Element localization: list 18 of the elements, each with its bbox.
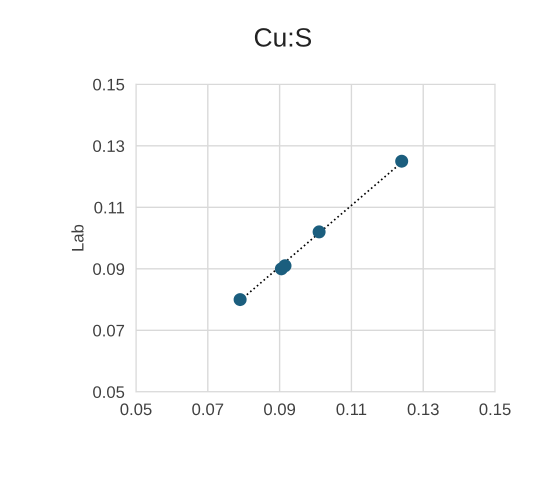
point [234, 293, 247, 306]
point [395, 154, 408, 168]
point [312, 225, 326, 238]
x-tick-label: 0.11 [336, 403, 366, 416]
y-tick-label: 0.09 [93, 263, 124, 276]
y-tick-label: 0.05 [93, 386, 124, 398]
x-tick-label: 0.07 [192, 403, 224, 416]
y-tick-label: 0.07 [93, 324, 124, 337]
x-tick-label: 0.15 [479, 403, 511, 416]
y-tick-label: 0.15 [93, 78, 124, 91]
point [278, 259, 292, 272]
y-axis-title: Lab [71, 224, 84, 251]
x-tick-label: 0.09 [264, 403, 296, 416]
x-tick-label: 0.13 [408, 403, 439, 416]
y-tick-label: 0.11 [94, 202, 124, 214]
x-tick-label: 0.05 [120, 403, 152, 416]
y-tick-label: 0.13 [93, 140, 124, 152]
chart-title: Cu:S [254, 28, 311, 47]
